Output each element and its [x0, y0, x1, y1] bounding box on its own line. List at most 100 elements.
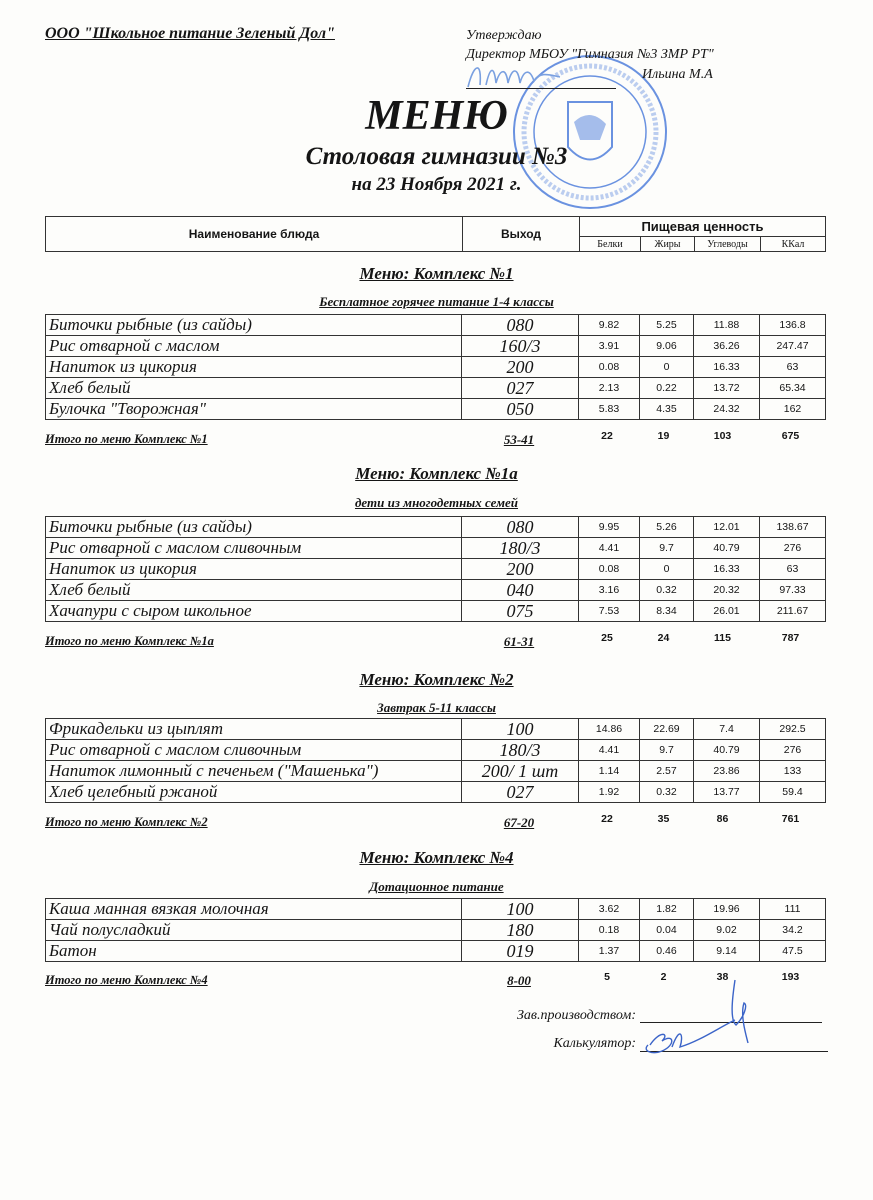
- table-row: Биточки рыбные (из сайды) 080 9.95 5.26 12.0…: [45, 516, 826, 538]
- dish-name: Хлеб белый: [45, 579, 462, 601]
- dish-name: Каша манная вязкая молочная: [45, 898, 462, 920]
- table-row: Рис отварной с маслом сливочным 180/3 4.41…: [45, 739, 826, 761]
- dish-name: Напиток лимонный с печеньем ("Машенька"): [45, 760, 462, 782]
- dish-output: 080: [461, 516, 579, 538]
- value-fats: 9.7: [639, 537, 694, 559]
- value-carbs: 19.96: [693, 898, 760, 920]
- dish-output: 180/3: [461, 537, 579, 559]
- dish-output: 100: [461, 718, 579, 740]
- dish-output: 075: [461, 600, 579, 622]
- table-row: Напиток из цикория 200 0.08 0 16.33 63: [45, 558, 826, 580]
- header-nutrition: Пищевая ценность: [580, 217, 825, 237]
- value-kcal: 133: [759, 760, 826, 782]
- value-kcal: 47.5: [759, 940, 826, 962]
- table-row: Каша манная вязкая молочная 100 3.62 1.82 19…: [45, 898, 826, 920]
- table-row: Рис отварной с маслом сливочным 180/3 4.41…: [45, 537, 826, 559]
- total-kcal: 761: [781, 813, 800, 825]
- value-carbs: 16.33: [693, 558, 760, 580]
- value-kcal: 136.8: [759, 314, 826, 336]
- value-kcal: 162: [759, 398, 826, 420]
- value-carbs: 16.33: [693, 356, 760, 378]
- header-carbs: Углеводы: [695, 237, 761, 251]
- header-kcal: ККал: [781, 238, 805, 250]
- value-kcal: 276: [759, 739, 826, 761]
- director-signature-line: [466, 88, 616, 89]
- total-fats: 24: [657, 632, 670, 644]
- total-label: Итого по меню Комплекс №2: [45, 815, 208, 829]
- value-proteins: 1.92: [578, 781, 640, 803]
- value-kcal: 63: [759, 356, 826, 378]
- value-fats: 5.25: [639, 314, 694, 336]
- value-proteins: 1.37: [578, 940, 640, 962]
- section-total: Итого по меню Комплекс №2 67-20 22 35 86 761: [45, 812, 826, 830]
- table-row: Булочка "Творожная" 050 5.83 4.35 24.32 162: [45, 398, 826, 420]
- dish-name: Батон: [45, 940, 462, 962]
- value-fats: 5.26: [639, 516, 694, 538]
- calculator-line: [640, 1051, 828, 1052]
- value-kcal: 97.33: [759, 579, 826, 601]
- value-proteins: 7.53: [578, 600, 640, 622]
- table-row: Хачапури с сыром школьное 075 7.53 8.34 26.0…: [45, 600, 826, 622]
- menu-table: Фрикадельки из цыплят 100 14.86 22.69 7.4 292…: [45, 718, 826, 803]
- dish-name: Рис отварной с маслом: [45, 335, 462, 357]
- value-proteins: 2.13: [578, 377, 640, 399]
- value-kcal: 138.67: [759, 516, 826, 538]
- table-row: Чай полусладкий 180 0.18 0.04 9.02 34.2: [45, 919, 826, 941]
- value-kcal: 292.5: [759, 718, 826, 740]
- value-fats: 4.35: [639, 398, 694, 420]
- total-price: 8-00: [507, 973, 531, 988]
- value-carbs: 11.88: [693, 314, 760, 336]
- value-fats: 9.06: [639, 335, 694, 357]
- dish-output: 027: [461, 377, 579, 399]
- menu-table: Каша манная вязкая молочная 100 3.62 1.82 19…: [45, 898, 826, 962]
- value-fats: 0.32: [639, 781, 694, 803]
- value-fats: 22.69: [639, 718, 694, 740]
- value-kcal: 111: [759, 898, 826, 920]
- menu-table: Биточки рыбные (из сайды) 080 9.82 5.25 11.8…: [45, 314, 826, 420]
- header-output: Выход: [463, 217, 580, 251]
- total-proteins: 5: [604, 971, 610, 983]
- table-row: Хлеб целебный ржаной 027 1.92 0.32 13.77 59.4: [45, 781, 826, 803]
- value-proteins: 9.82: [578, 314, 640, 336]
- section-subtitle: Дотационное питание: [369, 879, 504, 894]
- total-price: 61-31: [503, 634, 535, 649]
- dish-name: Напиток из цикория: [45, 356, 462, 378]
- section-total: Итого по меню Комплекс №1а 61-31 25 24 115 78…: [45, 631, 826, 649]
- dish-name: Биточки рыбные (из сайды): [45, 516, 462, 538]
- header-fats: Жиры: [641, 237, 695, 251]
- value-proteins: 0.08: [578, 558, 640, 580]
- dish-name: Булочка "Творожная": [45, 398, 462, 420]
- value-proteins: 14.86: [578, 718, 640, 740]
- value-fats: 0.32: [639, 579, 694, 601]
- header-proteins: Белки: [580, 237, 641, 251]
- menu-date: на 23 Ноября 2021 г.: [351, 174, 522, 195]
- director-name: Ильина М.А: [642, 67, 713, 82]
- value-fats: 9.7: [639, 739, 694, 761]
- total-kcal: 787: [781, 632, 800, 644]
- table-row: Хлеб белый 027 2.13 0.22 13.72 65.34: [45, 377, 826, 399]
- calculator-label: Калькулятор:: [553, 1036, 636, 1051]
- value-fats: 0: [639, 356, 694, 378]
- section-title: Меню: Комплекс №1: [359, 264, 514, 283]
- value-fats: 0.46: [639, 940, 694, 962]
- table-row: Батон 019 1.37 0.46 9.14 47.5: [45, 940, 826, 962]
- page-title: МЕНЮ: [365, 93, 508, 139]
- section-total: Итого по меню Комплекс №4 8-00 5 2 38 193: [45, 970, 826, 988]
- dish-name: Фрикадельки из цыплят: [45, 718, 462, 740]
- organization-name: ООО "Школьное питание Зеленый Дол": [45, 25, 335, 42]
- value-carbs: 9.02: [693, 919, 760, 941]
- total-proteins: 22: [601, 430, 613, 442]
- total-kcal: 675: [781, 430, 800, 442]
- value-carbs: 13.72: [693, 377, 760, 399]
- header-dish-name: Наименование блюда: [46, 217, 463, 251]
- value-proteins: 0.08: [578, 356, 640, 378]
- dish-name: Хлеб белый: [45, 377, 462, 399]
- handwritten-signatures: [645, 979, 749, 1054]
- director-title: Директор МБОУ "Гимназия №3 ЗМР РТ": [466, 47, 714, 62]
- table-row: Хлеб белый 040 3.16 0.32 20.32 97.33: [45, 579, 826, 601]
- section-total: Итого по меню Комплекс №1 53-41 22 19 103 675: [45, 429, 826, 447]
- dish-output: 050: [461, 398, 579, 420]
- dish-name: Хачапури с сыром школьное: [45, 600, 462, 622]
- total-proteins: 25: [601, 632, 613, 644]
- page-subtitle: Столовая гимназии №3: [305, 143, 568, 170]
